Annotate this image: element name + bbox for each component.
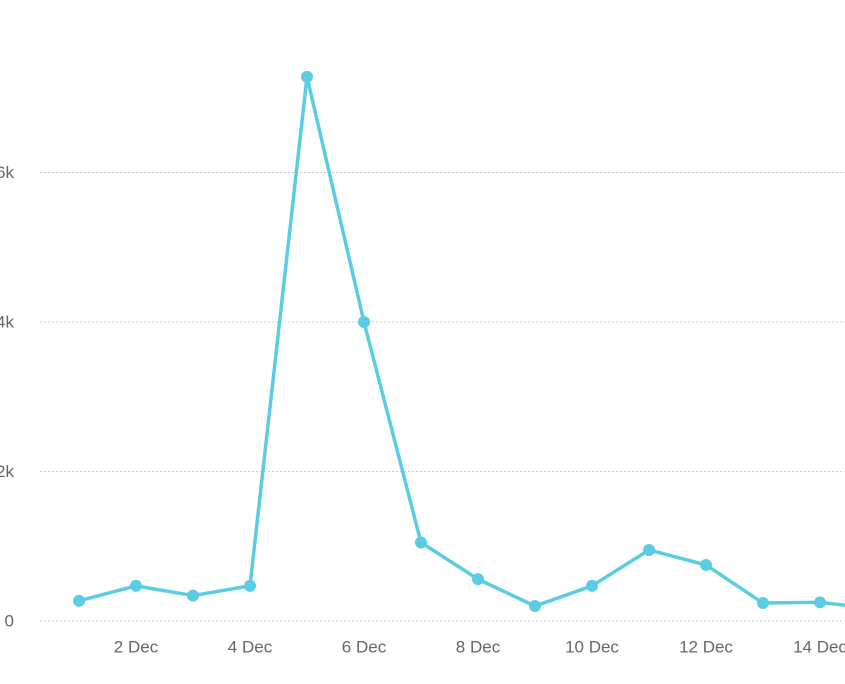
point: [358, 316, 370, 328]
point: [700, 558, 712, 571]
point: [187, 589, 199, 602]
line: [78, 75, 845, 608]
x-tick-label: 12 Dec: [679, 637, 733, 656]
x-tick-label: 10 Dec: [565, 637, 619, 656]
point: [757, 597, 769, 610]
x-tick-label: 2 Dec: [114, 637, 159, 656]
point: [301, 70, 313, 83]
point: [130, 579, 142, 592]
x-tick-label: 14 Dec: [793, 637, 845, 656]
point: [586, 579, 598, 592]
x-tick-label: 8 Dec: [456, 637, 501, 656]
point: [244, 579, 256, 592]
y-tick-label: 0: [5, 611, 14, 630]
point: [415, 536, 427, 549]
point: [529, 600, 541, 613]
x-tick-label: 4 Dec: [228, 637, 273, 656]
y-tick-label: 2k: [0, 462, 14, 481]
point: [643, 543, 655, 556]
x-tick-label: 6 Dec: [342, 637, 387, 656]
y-tick-label: 6k: [0, 163, 14, 182]
y-tick-label: 4k: [0, 312, 14, 331]
point: [472, 573, 484, 586]
point: [814, 596, 826, 609]
point: [73, 594, 85, 607]
